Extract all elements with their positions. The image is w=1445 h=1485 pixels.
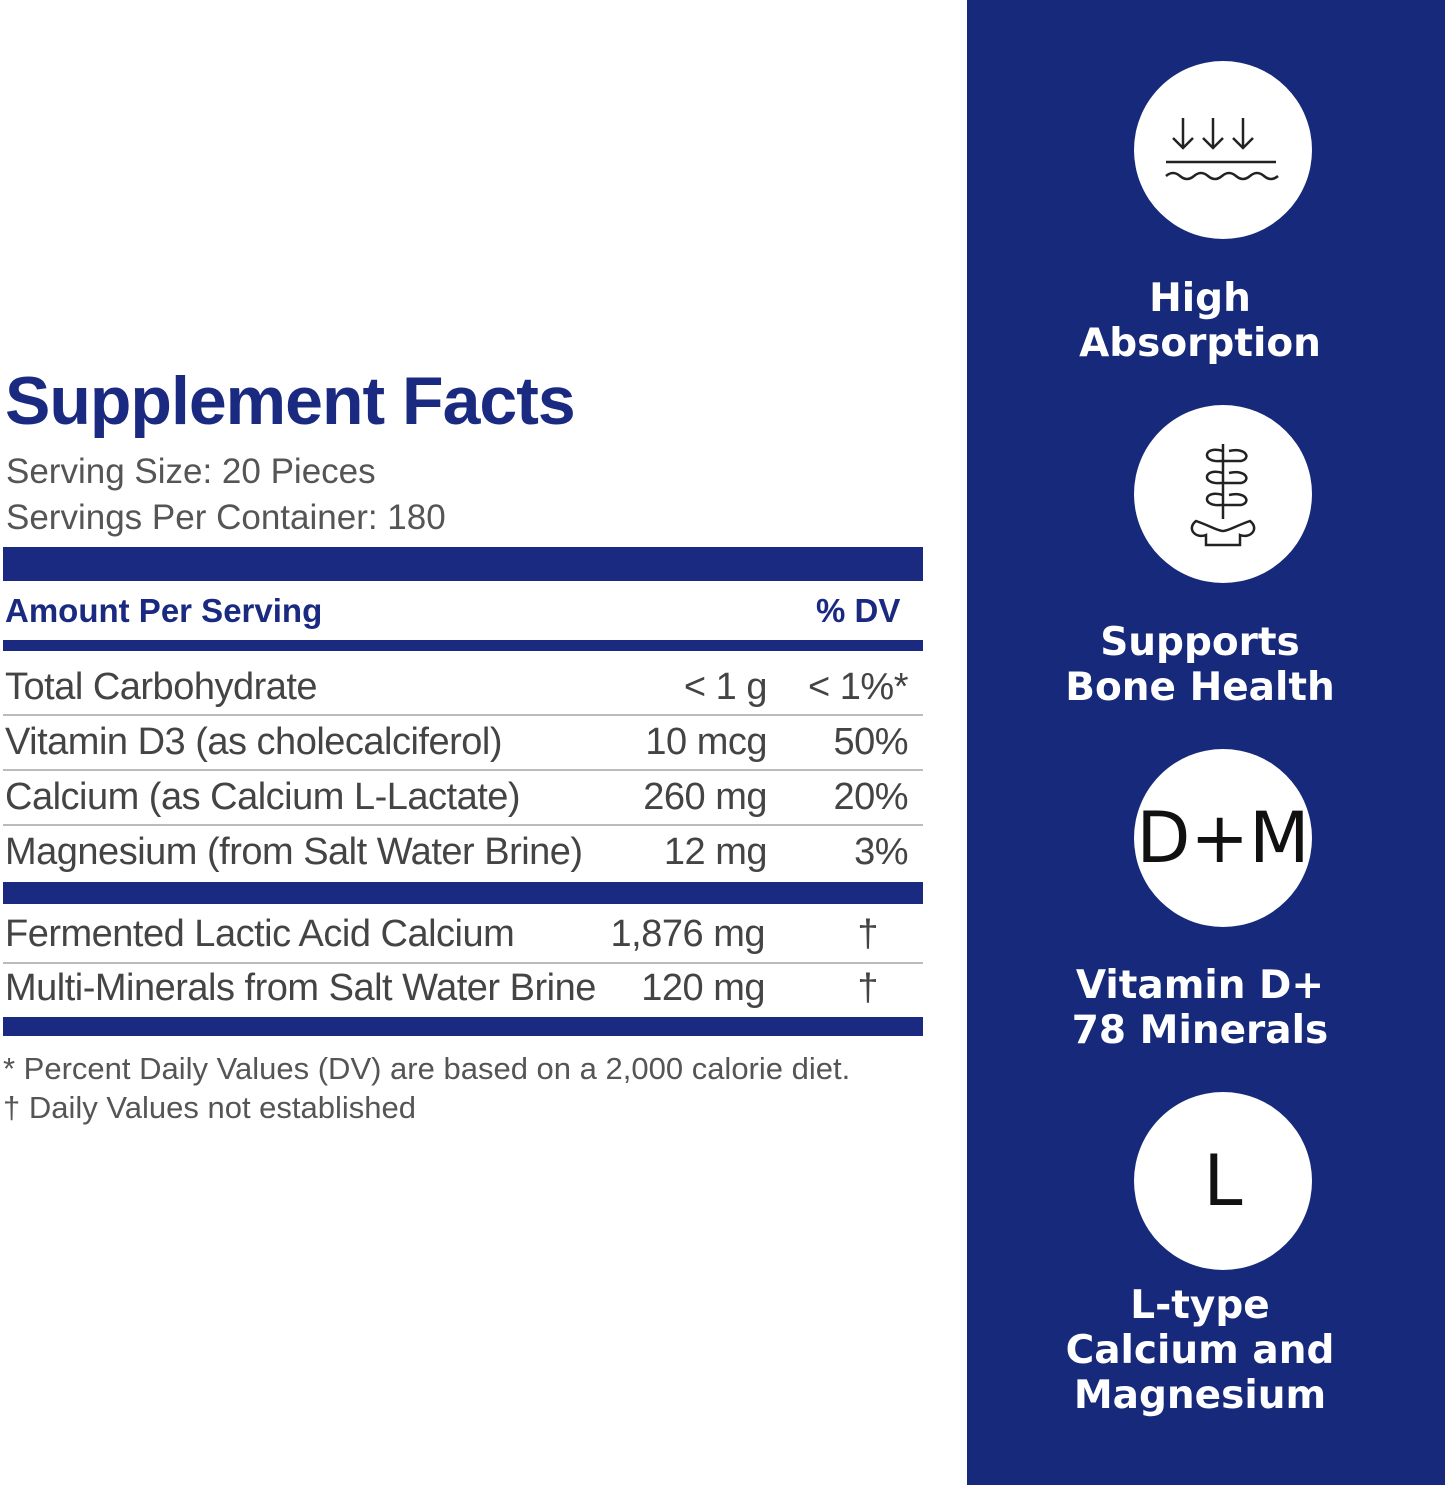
nutrient-name: Magnesium (from Salt Water Brine)	[5, 831, 583, 873]
supplement-facts-panel: Supplement Facts Serving Size: 20 Pieces…	[0, 363, 923, 1125]
feature-label: High Absorption	[1079, 276, 1321, 366]
feature-label: Vitamin D+ 78 Minerals	[1071, 963, 1329, 1053]
nutrient-amount: 10 mcg	[645, 721, 767, 763]
nutrient-dv: 50%	[833, 721, 908, 763]
nutrient-name: Vitamin D3 (as cholecalciferol)	[5, 721, 503, 763]
page-title: Supplement Facts	[5, 363, 576, 439]
serving-size: Serving Size: 20 Pieces	[6, 452, 376, 491]
nutrient-name: Fermented Lactic Acid Calcium	[5, 913, 515, 955]
footnote-dagger: † Daily Values not established	[3, 1090, 417, 1125]
divider-bar	[3, 640, 923, 651]
nutrient-name: Calcium (as Calcium L-Lactate)	[5, 776, 521, 818]
table-row: Magnesium (from Salt Water Brine) 12 mg 3%	[0, 825, 923, 880]
nutrient-name: Total Carbohydrate	[5, 666, 318, 708]
feature-label: Supports Bone Health	[1065, 620, 1335, 710]
footnote-dv: * Percent Daily Values (DV) are based on…	[3, 1051, 851, 1086]
nutrient-amount: 1,876 mg	[610, 913, 766, 955]
absorption-icon	[1134, 61, 1312, 239]
d-plus-m-icon: D+M	[1134, 749, 1312, 927]
feature-label: L-type Calcium and Magnesium	[1065, 1283, 1335, 1418]
row-separator	[3, 824, 923, 826]
nutrient-dv: †	[857, 967, 878, 1009]
nutrient-amount: < 1 g	[683, 666, 768, 708]
l-icon: L	[1134, 1092, 1312, 1270]
nutrient-amount: 12 mg	[663, 831, 768, 873]
features-panel: High Absorption Supports Bone Health D+M V…	[967, 0, 1445, 1485]
table-row: Calcium (as Calcium L-Lactate) 260 mg 20%	[0, 770, 923, 825]
header-amount: Amount Per Serving	[5, 592, 323, 629]
table-row: Multi-Minerals from Salt Water Brine 120 …	[0, 961, 923, 1016]
table-row: Total Carbohydrate < 1 g < 1%*	[0, 660, 923, 715]
nutrient-dv: 3%	[854, 831, 908, 873]
row-separator	[3, 962, 923, 964]
nutrient-amount: 120 mg	[641, 967, 765, 1009]
row-separator	[3, 714, 923, 716]
divider-bar	[3, 547, 923, 581]
table-row: Fermented Lactic Acid Calcium 1,876 mg †	[0, 907, 923, 962]
servings-per-container: Servings Per Container: 180	[6, 498, 446, 537]
table-row: Vitamin D3 (as cholecalciferol) 10 mcg 50%	[0, 715, 923, 770]
nutrient-amount: 260 mg	[643, 776, 767, 818]
header-dv: % DV	[816, 592, 901, 629]
nutrient-dv: < 1%*	[808, 666, 908, 708]
nutrient-name: Multi-Minerals from Salt Water Brine	[5, 967, 596, 1009]
nutrient-dv: †	[857, 913, 878, 955]
divider-bar	[3, 882, 923, 904]
spine-icon	[1134, 405, 1312, 583]
row-separator	[3, 769, 923, 771]
nutrient-dv: 20%	[833, 776, 908, 818]
divider-bar	[3, 1017, 923, 1036]
